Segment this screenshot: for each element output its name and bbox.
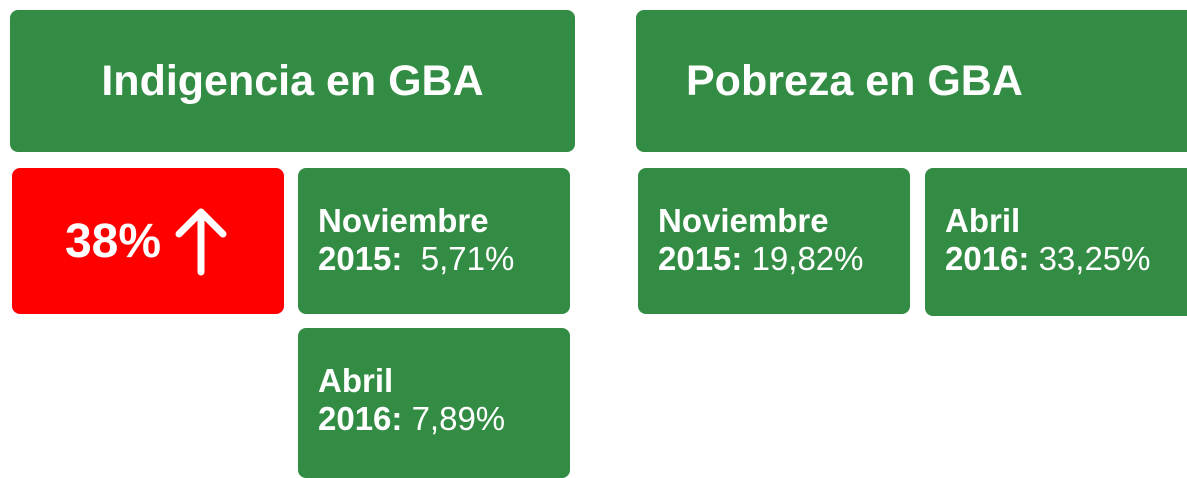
title: Pobreza en GBA bbox=[686, 56, 1023, 105]
year: 2016: bbox=[945, 240, 1030, 277]
month: Abril bbox=[945, 202, 1021, 239]
indigencia-card: Abril 2016: 7,89% bbox=[298, 328, 570, 478]
value: 19,82% bbox=[751, 240, 864, 277]
indigencia-card: Noviembre 2015: 5,71% bbox=[298, 168, 570, 314]
value: 33,25% bbox=[1038, 240, 1151, 277]
value: 7,89% bbox=[411, 400, 506, 437]
year: 2015: bbox=[658, 240, 743, 277]
up-arrow bbox=[175, 208, 227, 276]
change-value: 38% bbox=[64, 214, 162, 268]
year: 2015: bbox=[318, 240, 403, 277]
pobreza-card: Abril 2016: 33,25% bbox=[925, 168, 1187, 316]
title: Indigencia en GBA bbox=[101, 56, 484, 105]
month: Abril bbox=[318, 362, 394, 399]
page: Indigencia en GBA 38% Noviembre 2015: 5,… bbox=[10, 10, 1187, 478]
change-box: 38% bbox=[12, 168, 284, 314]
month: Noviembre bbox=[658, 202, 829, 239]
pobreza-card: Noviembre 2015: 19,82% bbox=[638, 168, 910, 314]
pobreza-header: Pobreza en GBA bbox=[636, 10, 1187, 152]
indigencia-header: Indigencia en GBA bbox=[10, 10, 575, 152]
month: Noviembre bbox=[318, 202, 489, 239]
value: 5,71% bbox=[420, 240, 515, 277]
year: 2016: bbox=[318, 400, 403, 437]
